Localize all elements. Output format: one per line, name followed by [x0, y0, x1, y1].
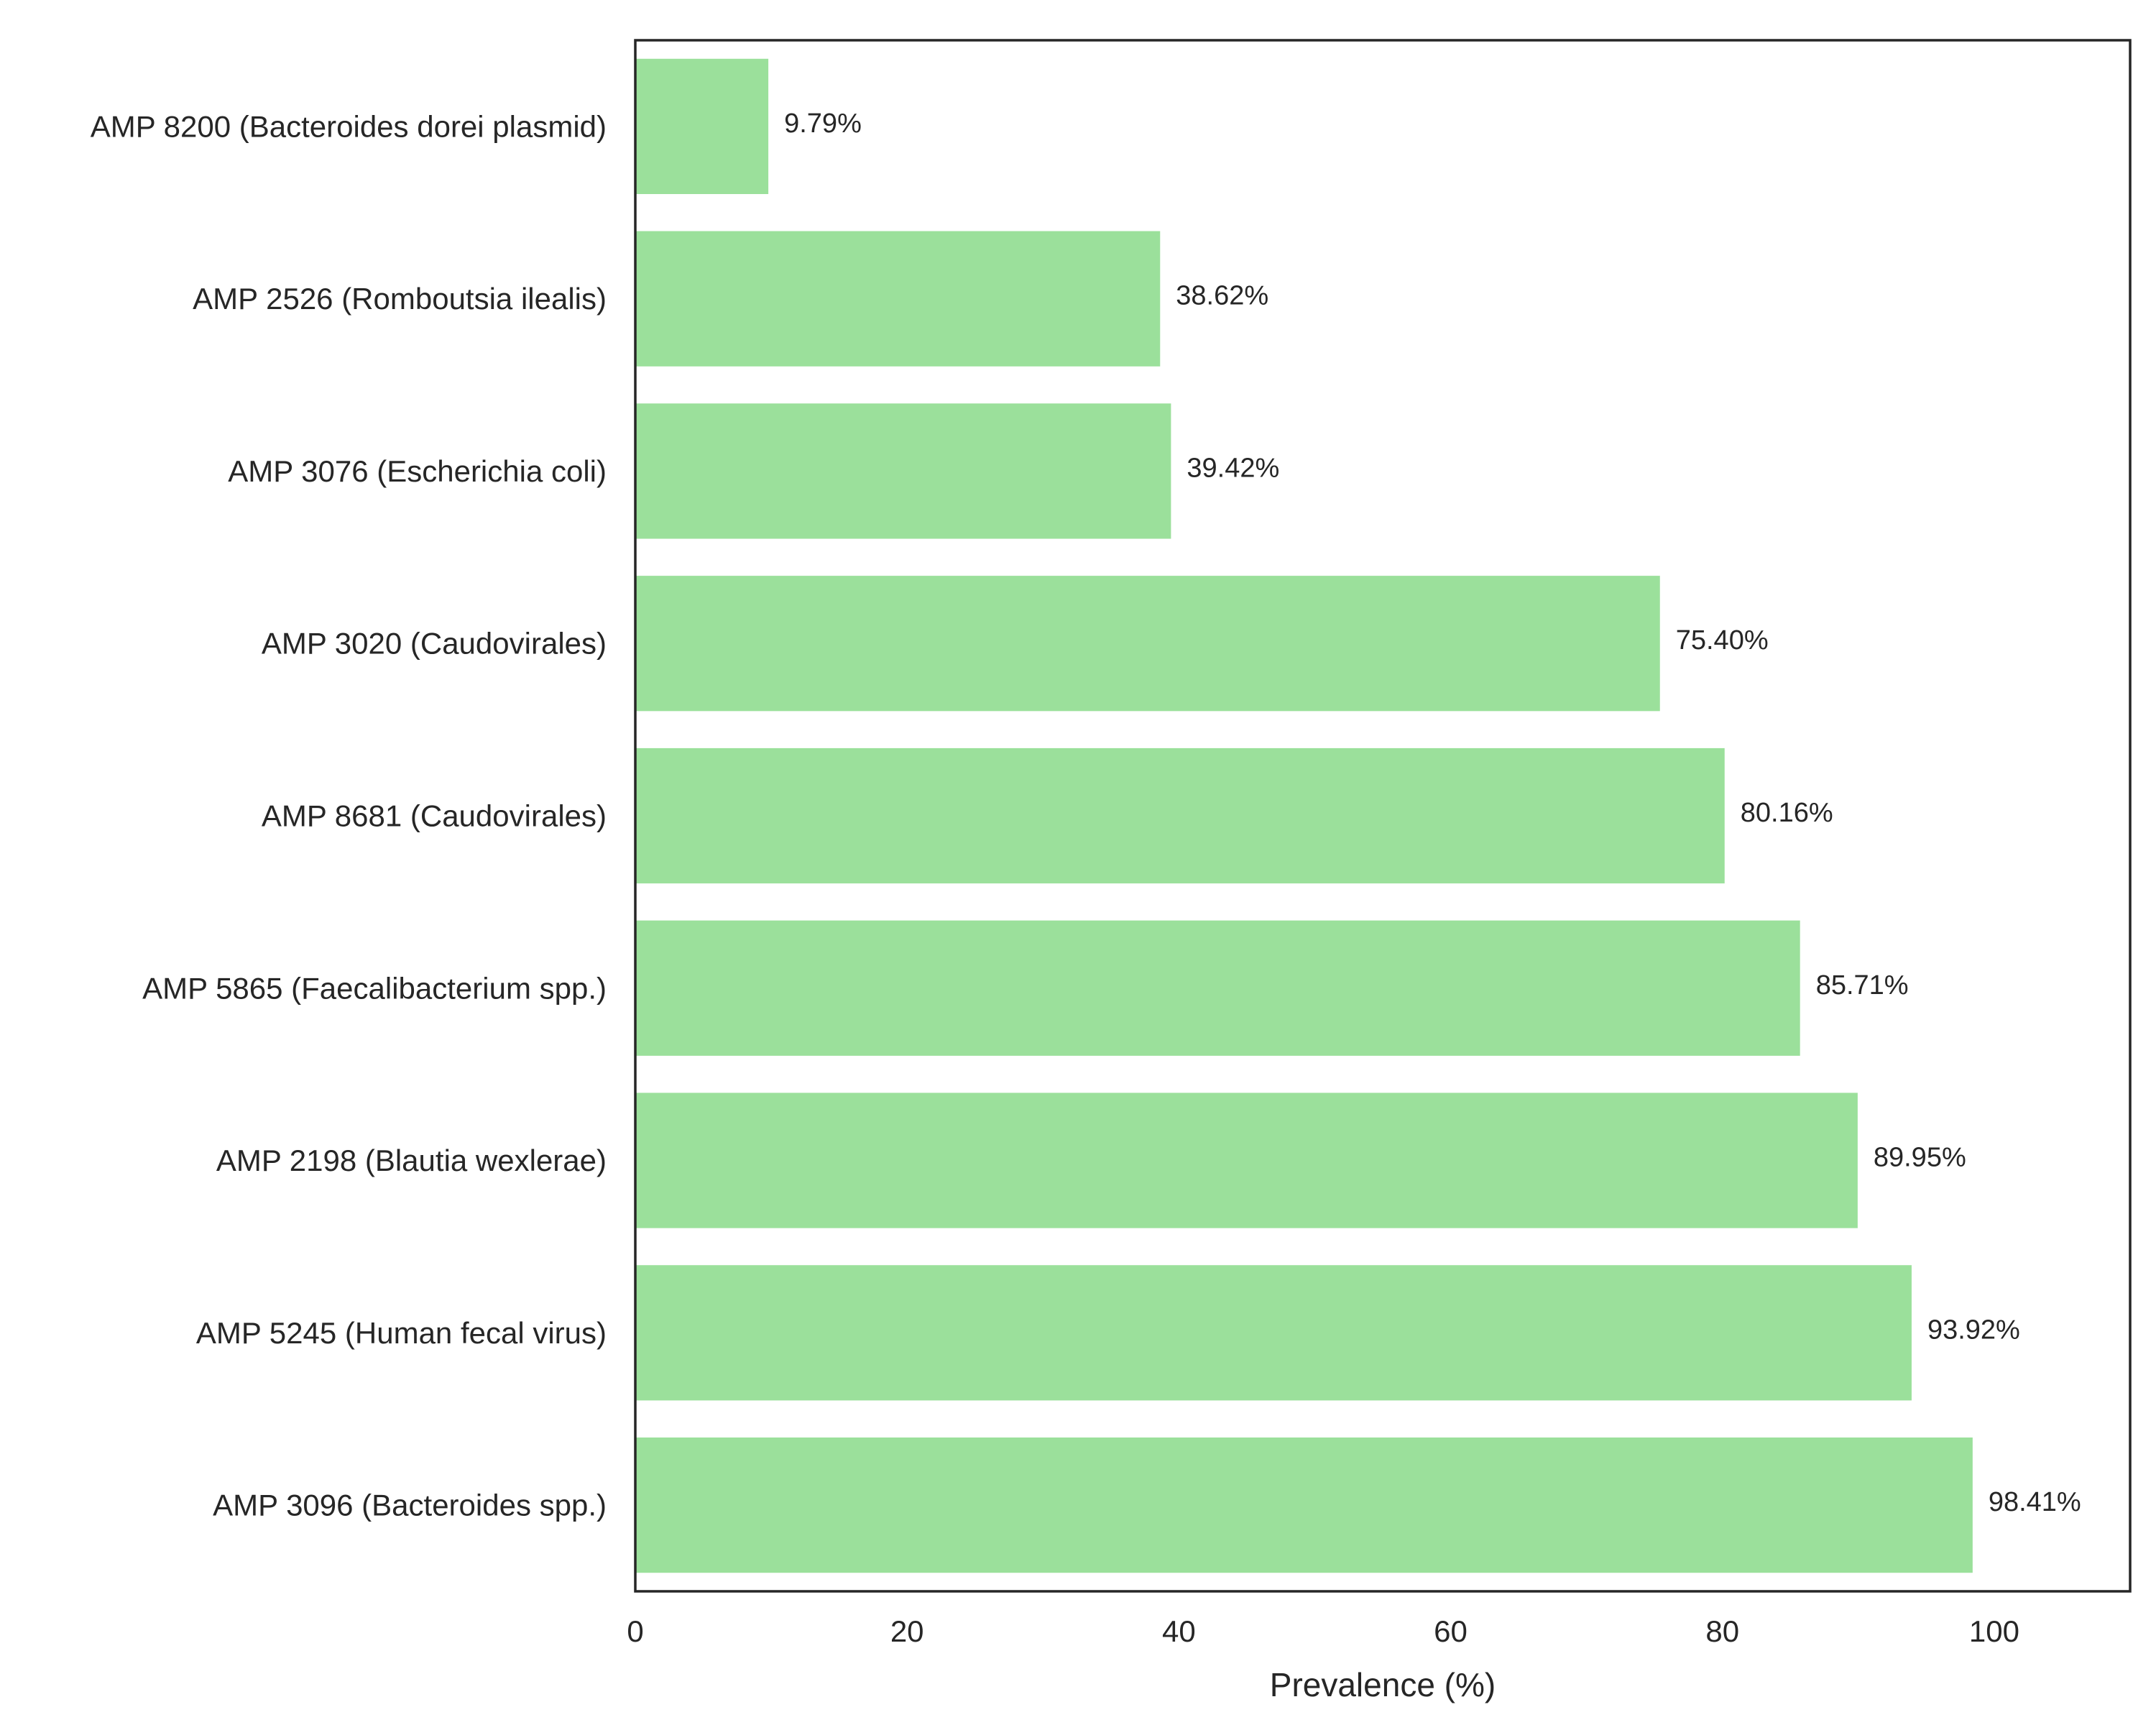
bar-4	[635, 748, 1725, 884]
value-label: 89.95%	[1874, 1143, 1966, 1173]
category-label: AMP 5865 (Faecalibacterium spp.)	[142, 971, 607, 1005]
bar-7	[635, 1265, 1912, 1401]
x-ticks-group: 0 20 40 60 80 100	[627, 1614, 2019, 1648]
x-tick-label: 60	[1434, 1614, 1468, 1648]
value-labels-group: 9.79% 38.62% 39.42% 75.40% 80.16% 85.71% 89.95…	[784, 109, 2081, 1517]
x-tick-label: 20	[890, 1614, 924, 1648]
category-label: AMP 2526 (Romboutsia ilealis)	[193, 282, 607, 316]
x-tick-label: 0	[627, 1614, 643, 1648]
value-label: 39.42%	[1187, 453, 1279, 483]
category-label: AMP 8681 (Caudovirales)	[262, 799, 607, 833]
category-label: AMP 3096 (Bacteroides spp.)	[213, 1489, 607, 1522]
bar-3	[635, 576, 1660, 712]
value-label: 93.92%	[1927, 1315, 2020, 1345]
value-label: 98.41%	[1989, 1487, 2081, 1517]
bar-0	[635, 58, 769, 195]
x-tick-label: 40	[1162, 1614, 1196, 1648]
value-label: 85.71%	[1816, 970, 1909, 1000]
bar-6	[635, 1092, 1858, 1228]
category-label: AMP 5245 (Human fecal virus)	[196, 1316, 607, 1350]
bar-8	[635, 1437, 1973, 1573]
value-label: 38.62%	[1176, 281, 1268, 311]
category-label: AMP 2198 (Blautia wexlerae)	[216, 1144, 607, 1177]
category-label: AMP 8200 (Bacteroides dorei plasmid)	[91, 109, 607, 143]
category-labels-group: AMP 8200 (Bacteroides dorei plasmid) AMP …	[91, 109, 607, 1522]
bar-2	[635, 403, 1171, 539]
category-label: AMP 3020 (Caudovirales)	[262, 627, 607, 661]
x-tick-label: 80	[1705, 1614, 1739, 1648]
value-label: 9.79%	[784, 109, 862, 139]
value-label: 75.40%	[1676, 625, 1769, 656]
bar-5	[635, 920, 1800, 1056]
x-axis-title: Prevalence (%)	[1270, 1666, 1496, 1703]
value-label: 80.16%	[1741, 798, 1833, 828]
bars-group	[635, 58, 1973, 1573]
plot-frame	[634, 39, 2132, 1593]
category-label: AMP 3076 (Escherichia coli)	[228, 454, 607, 488]
x-tick-label: 100	[1969, 1614, 2019, 1648]
bar-1	[635, 231, 1161, 367]
